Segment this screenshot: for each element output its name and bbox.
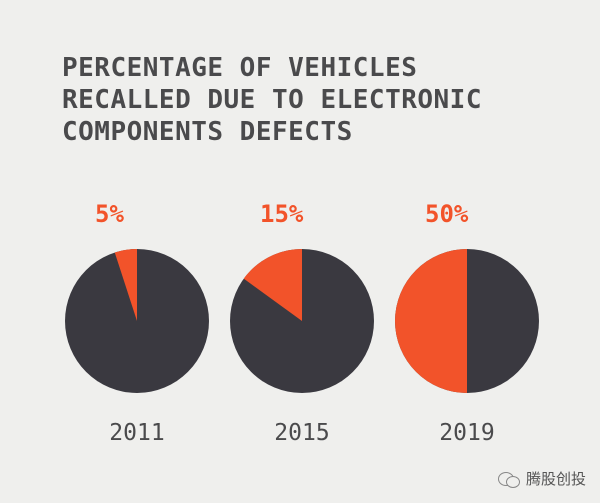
watermark-text: 腾股创投: [525, 470, 586, 488]
pie-2019: 50% 2019: [395, 200, 539, 446]
percent-label-2019: 50%: [425, 200, 469, 228]
pie-slice-highlight-2011: [114, 249, 137, 321]
title-line-3: COMPONENTS DEFECTS: [62, 117, 353, 147]
watermark: 腾股创投: [497, 468, 586, 489]
title-line-2: RECALLED DUE TO ELECTRONIC: [62, 85, 482, 115]
chat-bubbles-icon: [497, 470, 520, 488]
year-label-2011: 2011: [109, 420, 164, 446]
percent-label-2011: 5%: [95, 200, 124, 228]
year-label-2019: 2019: [439, 420, 494, 446]
pie-2015: 15% 2015: [230, 200, 374, 446]
pie-2011: 5% 2011: [65, 200, 209, 446]
year-label-2015: 2015: [274, 420, 329, 446]
percent-label-2015: 15%: [260, 200, 304, 228]
title-line-1: PERCENTAGE OF VEHICLES: [62, 53, 418, 83]
chart-title: PERCENTAGE OF VEHICLES RECALLED DUE TO E…: [62, 52, 582, 148]
pie-slice-highlight-2015: [243, 248, 302, 321]
pie-slice-highlight-2019: [395, 249, 467, 393]
